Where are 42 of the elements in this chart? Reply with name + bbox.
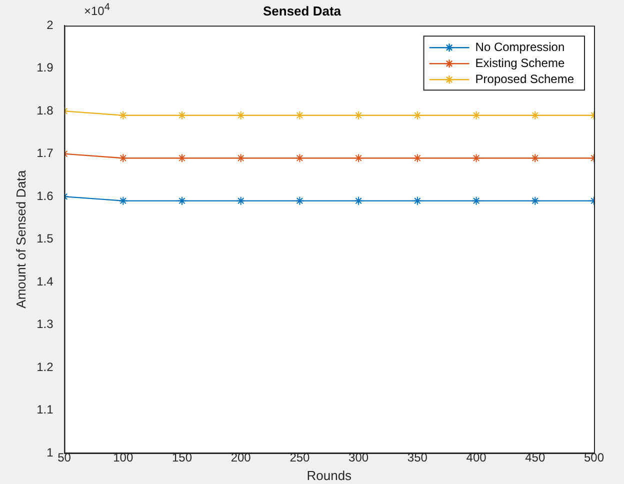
y-tick-label: 2 bbox=[46, 18, 54, 32]
point bbox=[236, 196, 246, 206]
x-axis-title: Rounds bbox=[306, 468, 352, 483]
chart-title: Sensed Data bbox=[262, 3, 342, 18]
point bbox=[472, 196, 481, 206]
point bbox=[530, 110, 540, 120]
point bbox=[177, 196, 186, 206]
y-tick-label: 1.7 bbox=[36, 146, 54, 160]
y-tick-label: 1.8 bbox=[36, 103, 54, 118]
point bbox=[118, 110, 128, 120]
point bbox=[412, 196, 422, 206]
y-tick-label: 1.3 bbox=[36, 317, 54, 332]
point bbox=[236, 154, 246, 163]
y-tick-label: 1.2 bbox=[36, 360, 54, 374]
point bbox=[412, 110, 422, 120]
point bbox=[236, 110, 246, 120]
point bbox=[177, 154, 186, 163]
point bbox=[472, 110, 481, 120]
legend-label: Existing Scheme bbox=[475, 56, 565, 70]
point bbox=[354, 196, 364, 206]
point bbox=[530, 196, 540, 206]
text: ×10$^{4}$ bbox=[84, 2, 110, 18]
point bbox=[354, 110, 364, 120]
point bbox=[530, 154, 540, 163]
point bbox=[412, 154, 422, 163]
legend-label: No Compression bbox=[475, 40, 565, 54]
y-tick-label: 1 bbox=[46, 445, 54, 460]
point bbox=[118, 196, 128, 206]
y-axis-title: Amount of Sensed Data bbox=[13, 170, 28, 308]
legend-label: Proposed Scheme bbox=[475, 72, 574, 86]
y-tick-label: 1.6 bbox=[36, 188, 54, 203]
point bbox=[354, 154, 364, 163]
point bbox=[295, 196, 304, 206]
y-tick-label: 1.9 bbox=[36, 60, 54, 75]
point bbox=[177, 110, 186, 120]
y-tick-label: 1.1 bbox=[36, 402, 54, 417]
y-tick-label: 1.4 bbox=[36, 274, 54, 288]
point bbox=[472, 154, 481, 163]
point bbox=[295, 110, 304, 120]
point bbox=[295, 154, 304, 163]
y-tick-label: 1.5 bbox=[36, 232, 54, 246]
point bbox=[118, 154, 128, 163]
